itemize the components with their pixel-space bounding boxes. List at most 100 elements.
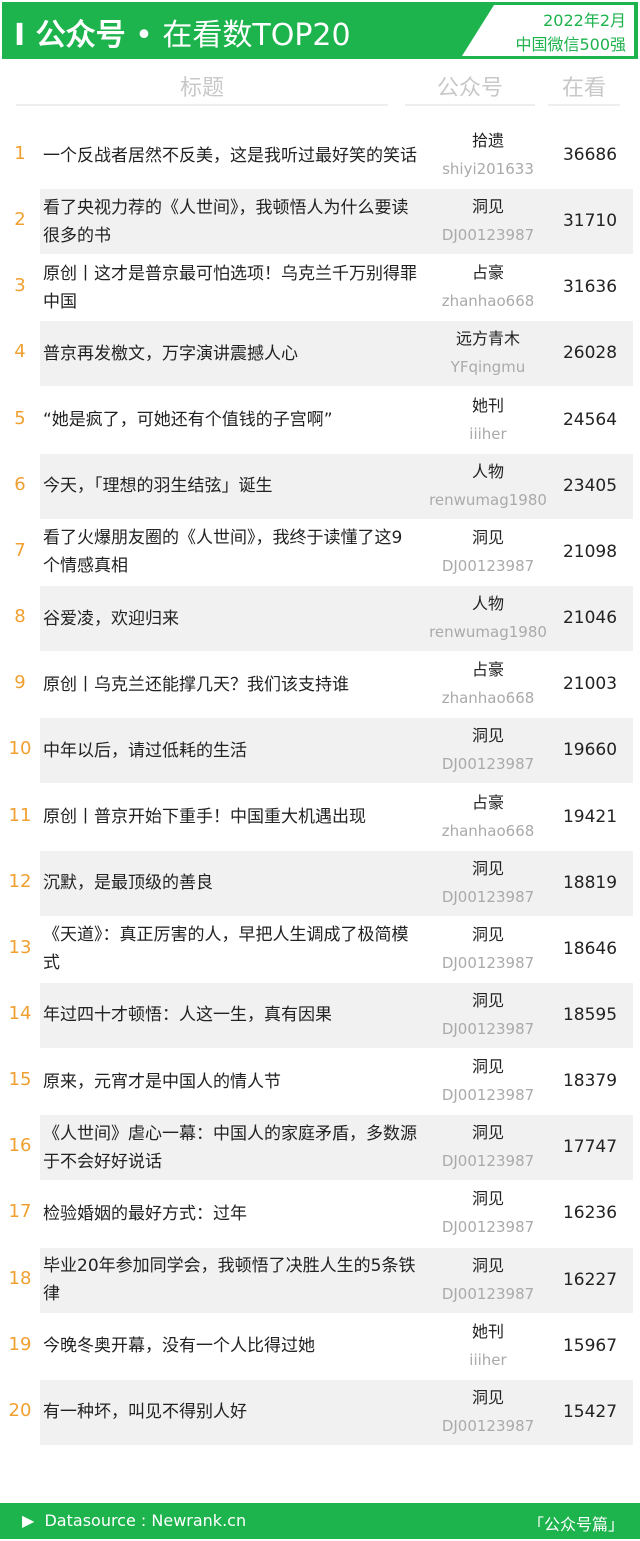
view-count: 15427 — [562, 1401, 618, 1422]
rank: 5 — [14, 407, 26, 429]
rank: 7 — [14, 539, 26, 561]
account-name: 洞见 — [471, 990, 504, 1010]
article-title[interactable]: 有一种坏，叫见不得别人好 — [43, 1380, 418, 1445]
account-name: 洞见 — [471, 924, 504, 944]
article-title[interactable]: 谷爱凌，欢迎归来 — [43, 586, 418, 651]
view-count: 16227 — [562, 1269, 618, 1290]
article-title-text: 《人世间》虐心一幕：中国人的家庭矛盾，多数源于不会好好说话 — [43, 1123, 417, 1172]
date-badge: 2022年2月 中国微信500强 — [462, 5, 634, 56]
article-title[interactable]: 检验婚姻的最好方式：过年 — [43, 1181, 418, 1246]
table-row: 3 原创丨这才是普京最可怕选项！乌克兰千万别得罪中国 占豪 zhanhao668 … — [0, 255, 640, 320]
account-id: DJ00123987 — [441, 755, 535, 774]
view-count: 19660 — [562, 740, 618, 761]
article-title[interactable]: 原创丨普京开始下重手！中国重大机遇出现 — [43, 785, 418, 850]
view-count: 16236 — [562, 1203, 618, 1224]
account-id: DJ00123987 — [441, 1152, 535, 1171]
article-title[interactable]: “她是疯了，可她还有个值钱的子宫啊” — [43, 388, 418, 453]
account-id: iiiher — [469, 424, 507, 443]
account-name: 洞见 — [471, 726, 504, 746]
table-row: 17 检验婚姻的最好方式：过年 洞见 DJ00123987 16236 — [0, 1181, 640, 1246]
view-count: 21046 — [562, 608, 618, 629]
column-header-views: 在看 — [548, 70, 620, 106]
view-count: 31710 — [562, 211, 618, 232]
account-name: 洞见 — [471, 1057, 504, 1077]
article-title[interactable]: 看了央视力荐的《人世间》，我顿悟人为什么要读很多的书 — [43, 189, 418, 254]
article-title[interactable]: 原创丨乌克兰还能撑几天？我们该支持谁 — [43, 652, 418, 717]
account-name: 洞见 — [471, 1387, 504, 1407]
article-title-text: 原来，元宵才是中国人的情人节 — [43, 1071, 281, 1092]
column-header-title: 标题 — [16, 70, 388, 106]
article-title[interactable]: 原创丨这才是普京最可怕选项！乌克兰千万别得罪中国 — [43, 255, 418, 320]
article-title[interactable]: 毕业20年参加同学会，我顿悟了决胜人生的5条铁律 — [43, 1248, 418, 1313]
article-title-text: 今天，「理想的羽生结弦」诞生 — [43, 476, 273, 497]
article-title[interactable]: 《人世间》虐心一幕：中国人的家庭矛盾，多数源于不会好好说话 — [43, 1115, 418, 1180]
article-title[interactable]: 普京再发檄文，万字演讲震撼人心 — [43, 321, 418, 386]
account-id: DJ00123987 — [441, 1218, 535, 1237]
article-title-text: 看了火爆朋友圈的《人世间》，我终于读懂了这9个情感真相 — [43, 528, 403, 577]
account-name: 她刊 — [471, 1321, 504, 1341]
account-id: YFqingmu — [450, 358, 526, 377]
article-title-text: 原创丨普京开始下重手！中国重大机遇出现 — [43, 807, 366, 827]
account-name: 洞见 — [471, 858, 504, 878]
row-background — [40, 453, 633, 519]
article-title[interactable]: 看了火爆朋友圈的《人世间》，我终于读懂了这9个情感真相 — [43, 520, 418, 585]
article-title[interactable]: 原来，元宵才是中国人的情人节 — [43, 1049, 418, 1114]
table-row: 7 看了火爆朋友圈的《人世间》，我终于读懂了这9个情感真相 洞见 DJ001239… — [0, 520, 640, 585]
title-bold: I 公众号 — [14, 18, 126, 53]
article-title-text: 沉默，是最顶级的善良 — [43, 873, 213, 894]
rank: 9 — [14, 672, 26, 694]
account-id: renwumag1980 — [429, 623, 547, 642]
account-id: DJ00123987 — [441, 1284, 535, 1303]
view-count: 18819 — [562, 872, 618, 893]
title-dot: • — [135, 18, 153, 53]
article-title-text: 谷爱凌，欢迎归来 — [43, 608, 179, 629]
rank: 10 — [8, 738, 32, 760]
view-count: 21098 — [562, 541, 618, 562]
article-title[interactable]: 一个反战者居然不反美，这是我听过最好笑的笑话 — [43, 123, 418, 188]
rank: 16 — [8, 1135, 32, 1157]
article-title[interactable]: 年过四十才顿悟：人这一生，真有因果 — [43, 983, 418, 1048]
rank: 1 — [14, 143, 26, 164]
rank: 13 — [8, 936, 32, 958]
table-row: 15 原来，元宵才是中国人的情人节 洞见 DJ00123987 18379 — [0, 1049, 640, 1114]
account-name: 洞见 — [471, 1123, 504, 1143]
account-id: DJ00123987 — [441, 1019, 535, 1038]
rank: 3 — [14, 275, 26, 297]
article-title[interactable]: 沉默，是最顶级的善良 — [43, 851, 418, 916]
table-row: 2 看了央视力荐的《人世间》，我顿悟人为什么要读很多的书 洞见 DJ0012398… — [0, 189, 640, 255]
article-title[interactable]: 今天，「理想的羽生结弦」诞生 — [43, 454, 418, 519]
play-triangle-icon: ▶ — [22, 1511, 35, 1530]
account-id: zhanhao668 — [441, 821, 535, 840]
view-count: 18646 — [562, 938, 618, 959]
view-count: 15967 — [562, 1335, 618, 1356]
view-count: 36686 — [562, 145, 618, 165]
table-row: 12 沉默，是最顶级的善良 洞见 DJ00123987 18819 — [0, 850, 640, 916]
article-title[interactable]: 《天道》：真正厉害的人，早把人生调成了极简模式 — [43, 917, 418, 982]
view-count: 26028 — [562, 343, 618, 364]
row-background — [40, 718, 633, 784]
row-background — [40, 1247, 633, 1313]
row-background — [40, 586, 633, 652]
table-row: 6 今天，「理想的羽生结弦」诞生 人物 renwumag1980 23405 — [0, 453, 640, 519]
article-title[interactable]: 中年以后，请过低耗的生活 — [43, 718, 418, 783]
account-name: 洞见 — [471, 1189, 504, 1209]
account-name: 人物 — [471, 461, 504, 481]
account-name: 洞见 — [471, 527, 504, 547]
rank: 18 — [8, 1267, 32, 1289]
article-title[interactable]: 今晚冬奥开幕，没有一个人比得过她 — [43, 1314, 418, 1379]
article-title-text: 原创丨这才是普京最可怕选项！乌克兰千万别得罪中国 — [43, 263, 417, 312]
footer-bar: ▶ Datasource : Newrank.cn 「公众号篇」 — [0, 1503, 640, 1539]
article-title-text: 有一种坏，叫见不得别人好 — [43, 1402, 247, 1423]
account-id: iiiher — [469, 1350, 507, 1369]
account-id: renwumag1980 — [429, 490, 547, 509]
view-count: 31636 — [562, 277, 618, 298]
table-row: 8 谷爱凌，欢迎归来 人物 renwumag1980 21046 — [0, 586, 640, 652]
rank: 19 — [8, 1333, 32, 1355]
article-title-text: “她是疯了，可她还有个值钱的子宫啊” — [43, 410, 333, 431]
datasource: ▶ Datasource : Newrank.cn — [22, 1511, 246, 1530]
article-title-text: 一个反战者居然不反美，这是我听过最好笑的笑话 — [43, 145, 417, 166]
account-id: DJ00123987 — [441, 953, 535, 972]
rank: 17 — [8, 1201, 32, 1223]
table-row: 19 今晚冬奥开幕，没有一个人比得过她 她刊 iiiher 15967 — [0, 1314, 640, 1379]
table-row: 20 有一种坏，叫见不得别人好 洞见 DJ00123987 15427 — [0, 1379, 640, 1445]
